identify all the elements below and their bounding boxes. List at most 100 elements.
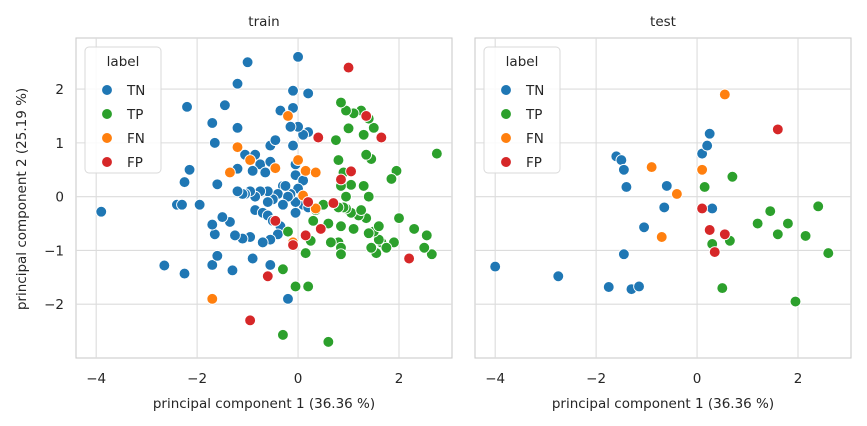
data-point-fn [645, 161, 658, 173]
data-point-tp [325, 236, 337, 249]
data-point-fp [345, 165, 357, 178]
data-point-tn [658, 201, 671, 214]
data-point-tn [638, 221, 650, 234]
legend-marker [500, 156, 512, 168]
legend: label TN TP FN FP [84, 46, 162, 174]
legend-label: FN [127, 131, 145, 147]
data-point-tn [552, 270, 565, 283]
data-point-tn [269, 134, 282, 147]
data-point-tn [206, 259, 219, 271]
data-point-tn [701, 139, 714, 152]
x-tick-label: −2 [187, 371, 207, 387]
data-point-tp [335, 96, 347, 109]
data-point-tn [176, 198, 188, 211]
data-point-tn [241, 56, 254, 69]
data-point-fn [696, 163, 708, 176]
data-point-tn [158, 259, 171, 272]
data-point-tp [431, 147, 443, 160]
data-point-tp [420, 229, 433, 242]
panel-test: −4 −2 0 2 test principal component 1 (36.36 %… [474, 14, 852, 412]
data-point-tn [216, 211, 229, 223]
y-tick-label: −1 [44, 243, 64, 259]
data-point-fp [696, 202, 708, 215]
data-point-fp [312, 131, 325, 144]
data-point-tp [342, 122, 355, 135]
data-point-fp [375, 131, 388, 144]
data-point-tp [357, 180, 370, 192]
data-point-tp [418, 241, 431, 254]
data-point-fn [299, 164, 312, 177]
data-point-tn [246, 252, 259, 265]
data-point-tp [340, 190, 352, 203]
data-point-tn [287, 84, 299, 97]
data-point-tp [812, 200, 825, 213]
data-point-fp [261, 270, 274, 283]
data-point-fn [309, 202, 322, 215]
data-point-tn [178, 176, 191, 188]
data-point-tp [357, 128, 370, 141]
data-point-tp [716, 282, 729, 294]
data-point-tn [618, 163, 630, 176]
data-point-tn [211, 249, 224, 262]
data-point-tp [299, 247, 312, 259]
data-point-tn [264, 259, 277, 271]
legend: label TN TP FN FP [483, 46, 561, 174]
x-axis-title: principal component 1 (36.36 %) [552, 396, 774, 412]
y-tick-label: 1 [55, 136, 64, 152]
data-point-fn [292, 154, 304, 166]
data-point-fp [287, 239, 299, 251]
data-point-tn [208, 228, 221, 241]
data-point-fp [302, 196, 315, 208]
legend-marker [500, 84, 512, 96]
legend-label: TN [525, 83, 544, 99]
data-point-tp [367, 121, 380, 134]
data-point-tp [789, 295, 802, 308]
data-point-tn [229, 229, 241, 242]
data-point-tp [355, 204, 368, 216]
data-point-fn [671, 188, 683, 200]
data-point-tp [771, 228, 784, 241]
data-point-tn [660, 180, 673, 192]
data-point-tn [302, 87, 315, 100]
data-point-fn [231, 141, 244, 154]
data-point-fp [244, 314, 256, 327]
legend-label: FP [526, 155, 542, 171]
data-point-tp [365, 241, 378, 254]
data-point-fn [655, 231, 668, 243]
data-point-tn [261, 196, 274, 208]
data-point-fp [335, 173, 347, 186]
legend-title: label [506, 54, 539, 70]
x-tick-label: −2 [586, 371, 606, 387]
data-point-tp [335, 248, 347, 261]
x-tick-label: 2 [794, 371, 803, 387]
data-point-fp [314, 223, 327, 235]
data-point-tn [703, 127, 716, 140]
data-point-tn [256, 236, 269, 249]
panel-title: test [650, 14, 676, 30]
x-tick-label: 0 [294, 371, 303, 387]
data-point-tn [620, 181, 633, 193]
data-point-fp [327, 197, 340, 209]
data-point-fp [403, 252, 415, 265]
data-point-fp [703, 224, 716, 236]
data-point-tp [782, 217, 794, 230]
data-point-tp [335, 220, 347, 233]
data-point-tn [95, 205, 108, 218]
data-point-tp [751, 217, 764, 230]
data-point-tp [362, 190, 375, 203]
data-point-fp [771, 123, 784, 136]
data-point-fn [224, 166, 236, 179]
data-point-tp [362, 227, 375, 240]
y-tick-label: 2 [55, 82, 64, 98]
data-point-fn [206, 292, 219, 305]
data-point-tp [393, 212, 405, 225]
legend-marker [101, 132, 113, 144]
data-point-tn [226, 264, 239, 277]
data-point-tn [289, 206, 302, 219]
data-point-tn [602, 281, 615, 293]
data-point-tn [206, 218, 219, 231]
legend-label: TP [525, 107, 542, 123]
data-point-fp [708, 246, 721, 258]
y-axis-title: principal component 2 (25.19 %) [14, 88, 30, 310]
data-point-tp [307, 215, 320, 227]
